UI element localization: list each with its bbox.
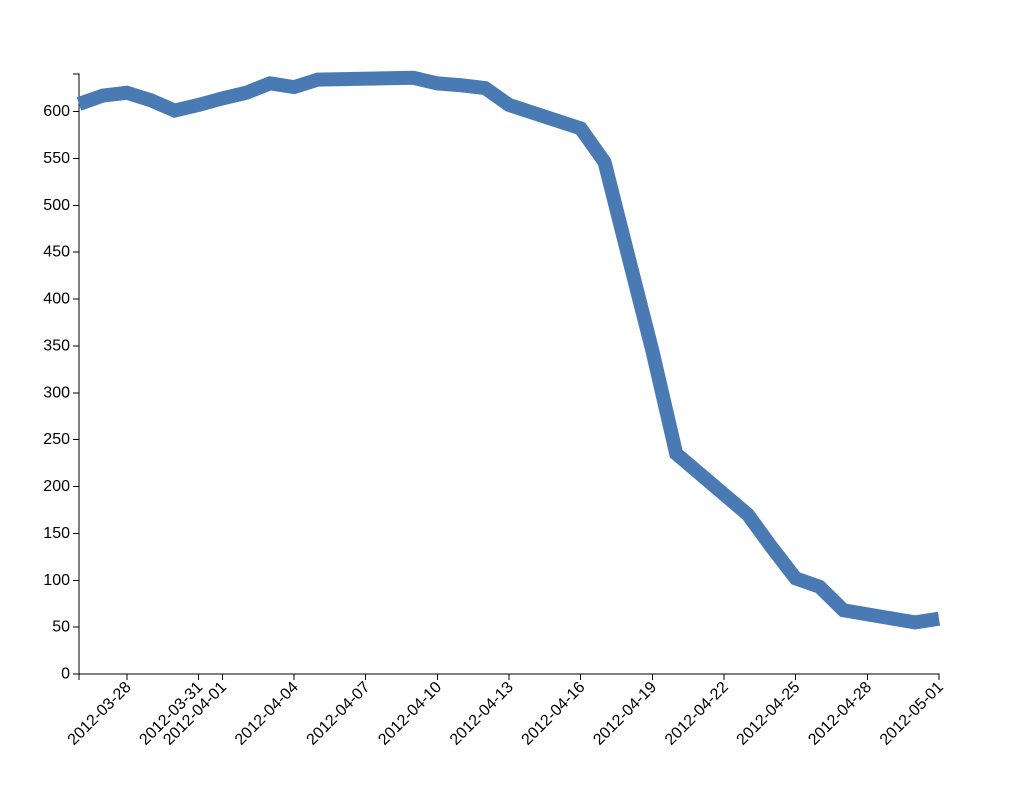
- x-tick-label: 2012-04-16: [519, 679, 589, 749]
- y-axis-line: [73, 73, 80, 675]
- y-axis: 0 50 100 150 200 250 300 350 400 450 500 550 600: [43, 73, 80, 683]
- y-tick-label: 600: [43, 103, 70, 120]
- y-tick-label: 50: [52, 619, 70, 636]
- series-layer: [76, 70, 941, 630]
- y-tick-label: 350: [43, 337, 70, 354]
- x-tick-label: 2012-04-19: [590, 679, 660, 749]
- y-tick-label: 450: [43, 244, 70, 261]
- y-tick-label: 400: [43, 291, 70, 308]
- y-tick-label: 100: [43, 572, 70, 589]
- x-tick-label: 2012-04-07: [304, 679, 374, 749]
- x-tick-label: 2012-04-22: [662, 679, 732, 749]
- y-tick-label: 250: [43, 431, 70, 448]
- x-tick-label: 2012-04-25: [734, 679, 804, 749]
- x-tick-label: 2012-04-10: [375, 679, 445, 749]
- x-tick-label: 2012-04-04: [232, 679, 302, 749]
- y-tick-label: 200: [43, 478, 70, 495]
- x-tick-label: 2012-04-13: [447, 679, 517, 749]
- x-tick-label: 2012-05-01: [877, 679, 947, 749]
- y-tick-label: 150: [43, 525, 70, 542]
- x-tick-label: 2012-04-28: [805, 679, 875, 749]
- series-line-0: [76, 70, 941, 630]
- y-tick-label: 300: [43, 384, 70, 401]
- y-tick-label: 550: [43, 150, 70, 167]
- x-tick-label: 2012-03-28: [65, 679, 135, 749]
- y-tick-label: 500: [43, 197, 70, 214]
- y-tick-label: 0: [61, 666, 70, 683]
